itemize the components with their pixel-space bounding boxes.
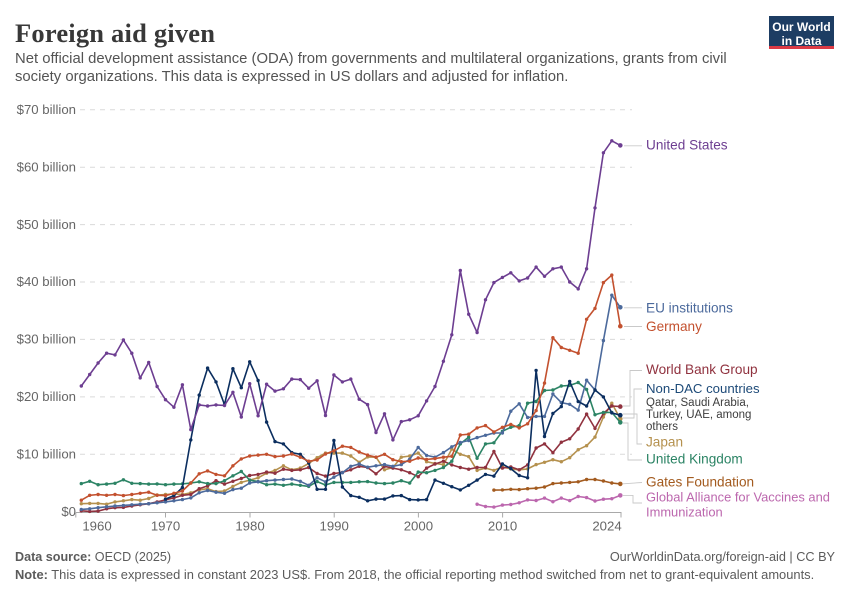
svg-text:EU institutions: EU institutions — [646, 301, 733, 316]
svg-text:$20 billion: $20 billion — [17, 389, 76, 404]
svg-text:$60 billion: $60 billion — [17, 159, 76, 174]
svg-text:Germany: Germany — [646, 319, 702, 334]
svg-text:1960: 1960 — [82, 519, 111, 534]
svg-text:$0: $0 — [61, 504, 76, 519]
svg-text:1970: 1970 — [151, 519, 180, 534]
svg-text:1990: 1990 — [320, 519, 349, 534]
svg-text:Immunization: Immunization — [646, 505, 723, 520]
svg-text:2010: 2010 — [488, 519, 517, 534]
svg-text:Qatar, Saudi Arabia,: Qatar, Saudi Arabia, — [646, 397, 749, 409]
svg-text:others: others — [646, 421, 678, 433]
svg-text:$50 billion: $50 billion — [17, 217, 76, 232]
svg-text:World Bank Group: World Bank Group — [646, 362, 758, 377]
svg-text:Turkey, UAE, among: Turkey, UAE, among — [646, 409, 751, 421]
svg-text:$40 billion: $40 billion — [17, 274, 76, 289]
svg-text:$30 billion: $30 billion — [17, 332, 76, 347]
svg-text:Global Alliance for Vaccines a: Global Alliance for Vaccines and — [646, 490, 830, 505]
svg-text:$70 billion: $70 billion — [17, 102, 76, 117]
svg-text:United Kingdom: United Kingdom — [646, 452, 743, 467]
svg-text:1980: 1980 — [235, 519, 264, 534]
svg-text:Gates Foundation: Gates Foundation — [646, 474, 754, 489]
svg-text:Japan: Japan — [646, 435, 683, 450]
svg-text:$10 billion: $10 billion — [17, 447, 76, 462]
svg-text:2024: 2024 — [592, 519, 621, 534]
svg-text:Non-DAC countries: Non-DAC countries — [646, 381, 760, 396]
svg-text:United States: United States — [646, 138, 728, 153]
svg-text:2000: 2000 — [404, 519, 433, 534]
